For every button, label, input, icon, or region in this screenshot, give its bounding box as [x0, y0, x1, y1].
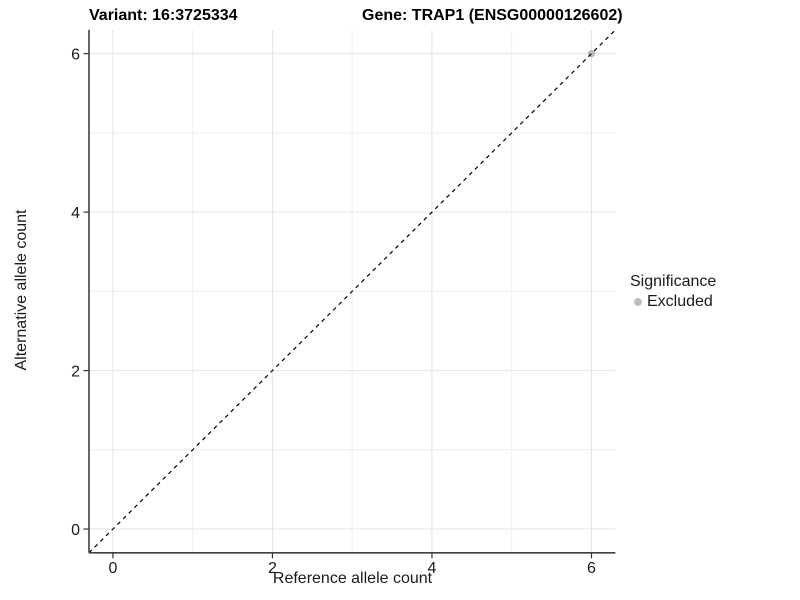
- y-tick-label: 2: [71, 364, 80, 381]
- y-tick-label: 4: [71, 205, 80, 222]
- y-tick-label: 0: [71, 522, 80, 539]
- x-tick-label: 4: [428, 560, 437, 577]
- x-axis-title: Reference allele count: [272, 570, 433, 587]
- x-tick-label: 0: [108, 560, 117, 577]
- y-axis-title: Alternative allele count: [13, 209, 30, 371]
- legend-item-excluded: Excluded: [630, 293, 716, 311]
- legend-point-icon: [634, 298, 642, 306]
- legend: Significance Excluded: [630, 272, 716, 311]
- plot-title-gene: Gene: TRAP1 (ENSG00000126602): [362, 7, 623, 24]
- x-tick-label: 6: [587, 560, 596, 577]
- legend-title: Significance: [630, 273, 717, 290]
- identity-dashed-line: [88, 29, 616, 554]
- legend-item-label: Excluded: [647, 293, 713, 310]
- y-tick-label: 6: [71, 47, 80, 64]
- plot-title-variant: Variant: 16:3725334: [89, 7, 238, 24]
- x-tick-label: 2: [268, 560, 277, 577]
